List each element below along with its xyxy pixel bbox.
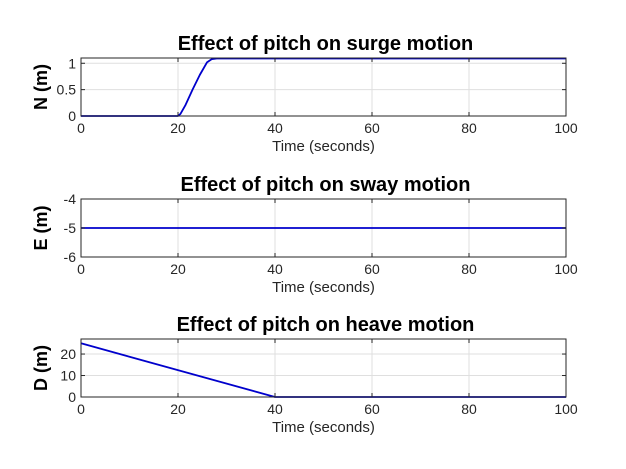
x-tick-label: 100 (554, 401, 578, 417)
y-tick-label: 1 (68, 55, 76, 71)
chart-title: Effect of pitch on surge motion (178, 33, 474, 55)
x-tick-label: 60 (364, 261, 380, 277)
plot-area (81, 339, 566, 397)
x-tick-label: 40 (267, 120, 283, 136)
x-tick-label: 0 (77, 261, 85, 277)
y-tick-label: -4 (64, 191, 77, 207)
x-tick-label: 20 (170, 120, 186, 136)
y-tick-label: 0 (68, 108, 76, 124)
x-axis-label: Time (seconds) (272, 279, 375, 296)
x-axis-label: Time (seconds) (272, 138, 375, 155)
chart-title: Effect of pitch on sway motion (180, 174, 470, 196)
x-tick-label: 20 (170, 401, 186, 417)
x-tick-label: 80 (461, 261, 477, 277)
chart-title: Effect of pitch on heave motion (177, 314, 475, 336)
x-tick-label: 80 (461, 120, 477, 136)
x-tick-label: 0 (77, 401, 85, 417)
y-axis-label: E (m) (31, 205, 51, 250)
x-tick-label: 40 (267, 401, 283, 417)
x-tick-label: 60 (364, 120, 380, 136)
y-tick-label: 0.5 (57, 82, 77, 98)
x-tick-label: 100 (554, 120, 578, 136)
x-axis-label: Time (seconds) (272, 419, 375, 436)
y-tick-label: -6 (64, 249, 77, 265)
y-tick-label: 20 (60, 346, 76, 362)
x-tick-label: 40 (267, 261, 283, 277)
y-tick-label: 0 (68, 389, 76, 405)
y-axis-label: N (m) (31, 64, 51, 110)
y-axis-label: D (m) (31, 345, 51, 391)
x-tick-label: 20 (170, 261, 186, 277)
y-tick-label: 10 (60, 368, 76, 384)
x-tick-label: 60 (364, 401, 380, 417)
subplot-1: 0 20 40 60 80 100 0 0.5 1 Effect of pitch on surg… (31, 33, 578, 155)
x-tick-label: 80 (461, 401, 477, 417)
axes-box (80, 57, 567, 117)
subplot-3: 0 20 40 60 80 100 0 10 20 Effect of pitch on heav… (31, 314, 578, 436)
plot-area (81, 58, 566, 116)
x-tick-label: 0 (77, 120, 85, 136)
y-tick-label: -5 (64, 220, 77, 236)
x-tick-label: 100 (554, 261, 578, 277)
axes-box (80, 338, 567, 398)
subplot-2: 0 20 40 60 80 100 -6 -5 -4 Effect of pitch on swa… (31, 174, 578, 296)
series-line (81, 57, 566, 117)
